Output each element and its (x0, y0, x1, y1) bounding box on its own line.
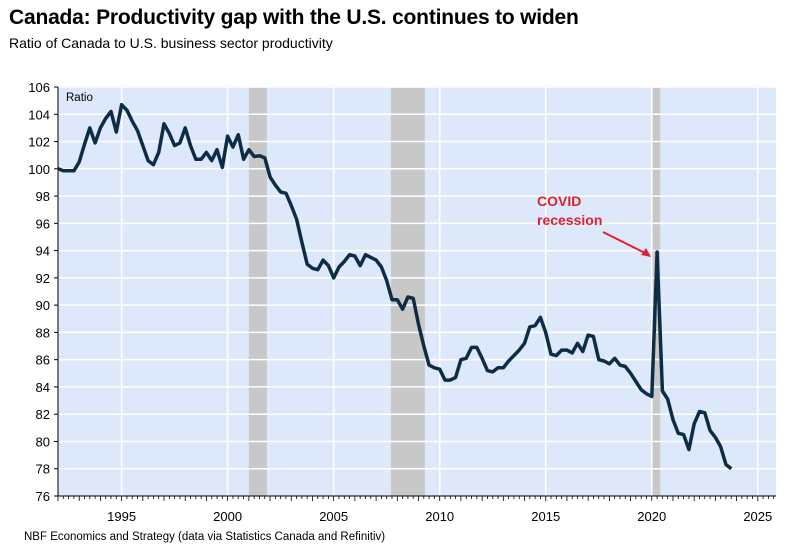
axes: 76 78 80 82 84 86 88 90 92 94 96 98 100 102 104 106 1995… (28, 80, 776, 524)
y-tick-label: 82 (36, 407, 50, 422)
y-tick-label: 88 (36, 325, 50, 340)
annotation-line-2: recession (537, 212, 602, 228)
y-tick-label: 104 (28, 107, 50, 122)
y-tick-label: 100 (28, 162, 50, 177)
x-tick-label: 2010 (425, 509, 454, 524)
x-tick-label: 2025 (743, 509, 772, 524)
y-tick-label: 90 (36, 298, 50, 313)
y-tick-label: 86 (36, 353, 50, 368)
recession-band (248, 87, 267, 496)
x-tick-label: 2020 (637, 509, 666, 524)
y-tick-label: 98 (36, 189, 50, 204)
y-tick-label: 84 (36, 380, 50, 395)
y-axis-label: Ratio (66, 92, 93, 104)
recession-band (390, 87, 425, 496)
chart-title: Canada: Productivity gap with the U.S. c… (9, 6, 579, 29)
y-tick-label: 102 (28, 135, 50, 150)
x-tick-label: 2000 (213, 509, 242, 524)
covid-annotation: COVID recession (537, 193, 652, 257)
gridlines (58, 86, 776, 496)
y-tick-label: 80 (36, 434, 50, 449)
source-note: NBF Economics and Strategy (data via Sta… (24, 531, 386, 543)
y-tick-label: 92 (36, 271, 50, 286)
chart-subtitle: Ratio of Canada to U.S. business sector … (9, 35, 333, 51)
annotation-arrow (602, 231, 646, 254)
annotation-line-1: COVID (537, 193, 581, 209)
y-tick-label: 94 (36, 244, 50, 259)
x-tick-label: 1995 (107, 509, 136, 524)
y-tick-label: 96 (36, 216, 50, 231)
y-tick-label: 78 (36, 462, 50, 477)
y-tick-label: 76 (36, 489, 50, 504)
series-line (57, 102, 733, 471)
x-tick-label: 2015 (531, 509, 560, 524)
annotation-arrowhead (641, 247, 652, 257)
x-tick-label: 2005 (319, 509, 348, 524)
y-tick-label: 106 (28, 80, 50, 95)
